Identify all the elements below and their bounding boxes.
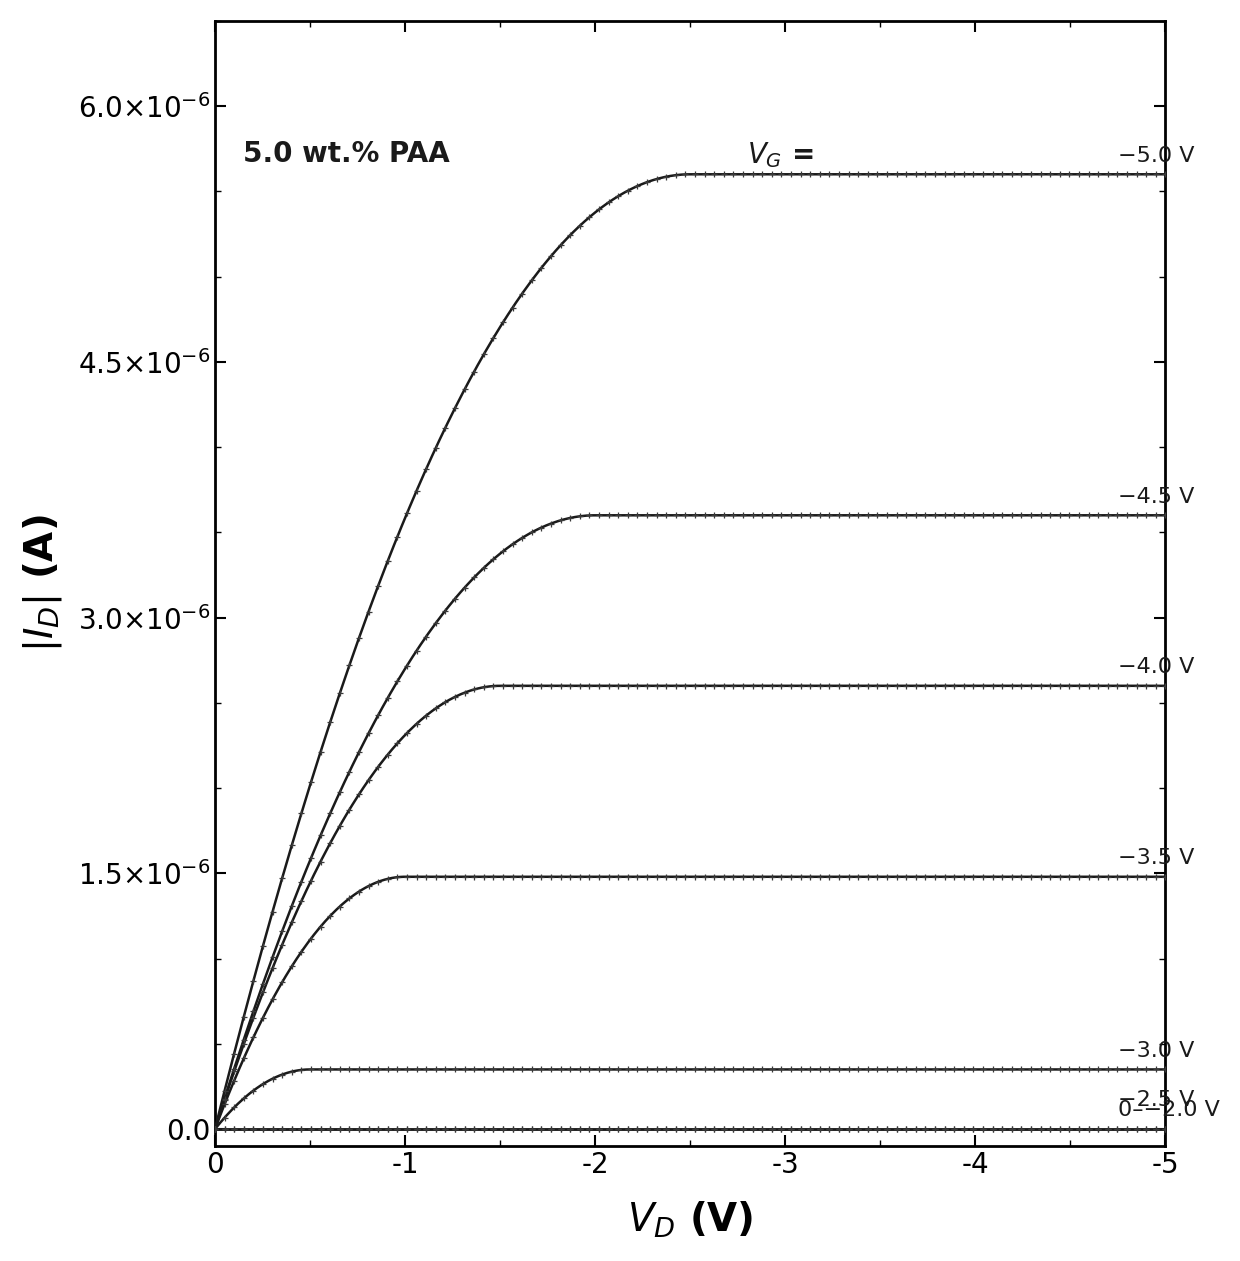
Y-axis label: $|I_D|$ (A): $|I_D|$ (A)	[21, 514, 63, 652]
Text: 0–−2.0 V: 0–−2.0 V	[1117, 1100, 1220, 1120]
Text: −2.5 V: −2.5 V	[1117, 1091, 1194, 1111]
Text: 5.0 wt.% PAA: 5.0 wt.% PAA	[243, 140, 450, 168]
Text: −4.5 V: −4.5 V	[1117, 487, 1194, 507]
X-axis label: $V_D$ (V): $V_D$ (V)	[627, 1200, 754, 1240]
Text: −5.0 V: −5.0 V	[1117, 146, 1194, 165]
Text: −3.0 V: −3.0 V	[1117, 1040, 1194, 1061]
Text: −4.0 V: −4.0 V	[1117, 657, 1194, 677]
Text: −3.5 V: −3.5 V	[1117, 849, 1194, 869]
Text: $V_G$ =: $V_G$ =	[748, 140, 813, 170]
